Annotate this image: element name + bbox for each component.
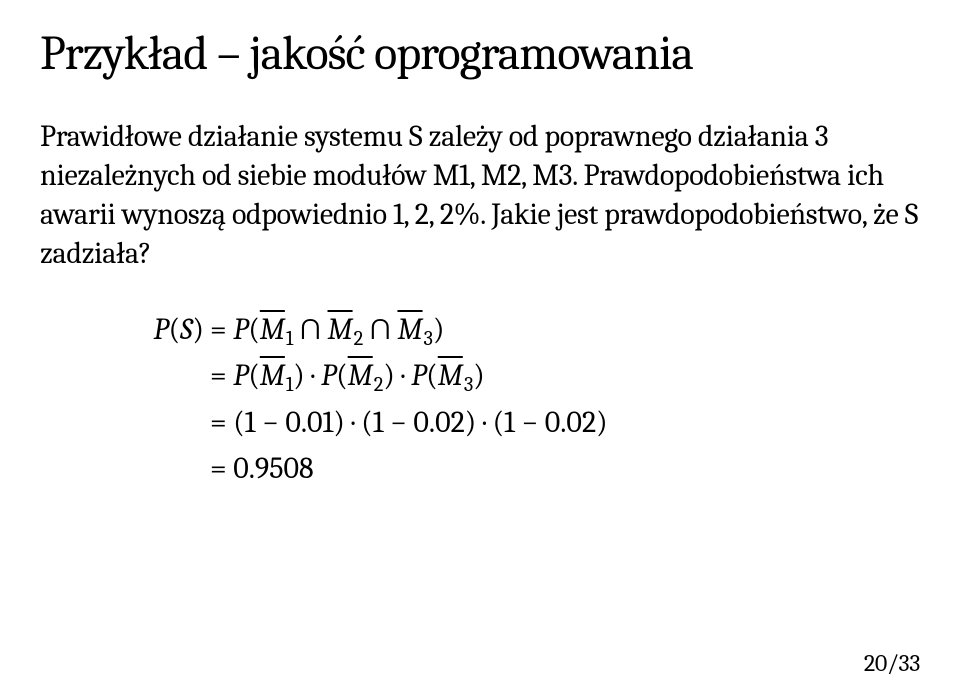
page-number: 20/33 (864, 649, 920, 677)
formula-row-1: P(S) = P(M1 ∩ M2 ∩ M3) (108, 307, 920, 354)
slide: Przykład – jakość oprogramowania Prawidł… (0, 0, 960, 697)
formula-row-4: = 0.9508 (108, 446, 920, 493)
formula-rhs-4: = 0.9508 (210, 446, 314, 493)
formula-row-3: = (1 − 0.01) · (1 − 0.02) · (1 − 0.02) (108, 400, 920, 447)
formula-row-2: = P(M1) · P(M2) · P(M3) (108, 353, 920, 400)
formula-rhs-1: = P(M1 ∩ M2 ∩ M3) (210, 307, 444, 354)
formula-block: P(S) = P(M1 ∩ M2 ∩ M3) = P(M1) · P(M2) ·… (108, 307, 920, 493)
problem-paragraph: Prawidłowe działanie systemu S zależy od… (40, 117, 920, 273)
formula-rhs-2: = P(M1) · P(M2) · P(M3) (210, 353, 485, 400)
slide-title: Przykład – jakość oprogramowania (40, 28, 920, 81)
formula-lhs: P(S) (108, 307, 210, 354)
formula-rhs-3: = (1 − 0.01) · (1 − 0.02) · (1 − 0.02) (210, 400, 608, 447)
